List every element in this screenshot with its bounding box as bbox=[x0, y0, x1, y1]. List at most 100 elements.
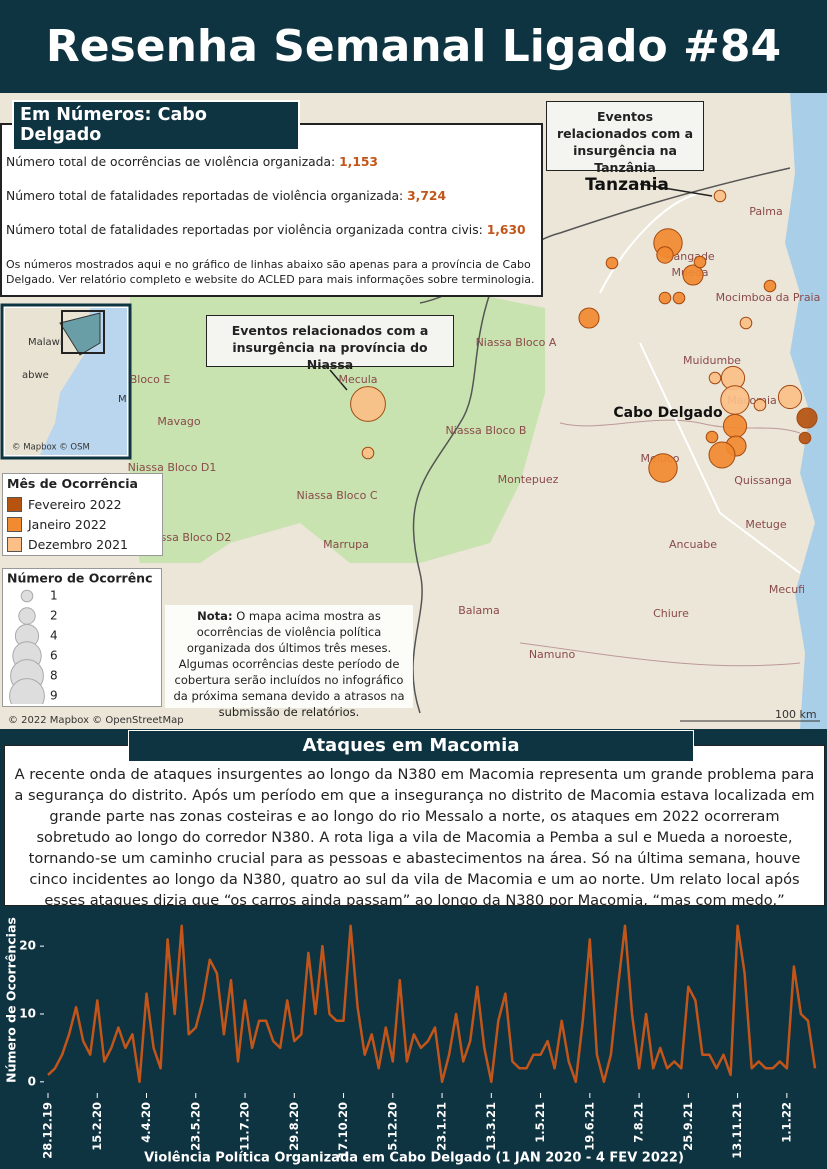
road bbox=[599, 192, 701, 294]
event-bubble bbox=[796, 407, 818, 429]
event-bubble bbox=[361, 446, 375, 460]
legend-item: Dezembro 2021 bbox=[7, 534, 158, 554]
y-tick-label: 0 bbox=[28, 1074, 36, 1088]
x-tick-label: 7.8.21 bbox=[632, 1102, 646, 1143]
event-bubble bbox=[722, 413, 748, 439]
legend-title: Número de Ocorrências bbox=[7, 571, 153, 586]
stat-label: Número total de ocorrências de violência… bbox=[6, 155, 336, 169]
place-label: Niassa Bloco B bbox=[446, 424, 527, 437]
x-tick-label: 19.6.21 bbox=[582, 1102, 596, 1151]
place-label: Quissanga bbox=[734, 474, 792, 487]
article-body: A recente onda de ataques insurgentes ao… bbox=[4, 745, 825, 909]
road bbox=[639, 342, 801, 574]
place-label: Bloco E bbox=[130, 373, 171, 386]
x-tick-label: 5.12.20 bbox=[385, 1102, 399, 1151]
event-bubble bbox=[605, 256, 619, 270]
event-bubble bbox=[753, 398, 767, 412]
event-bubble bbox=[713, 189, 727, 203]
size-legend-marks: Número de Ocorrências 1 2 4 6 8 9 bbox=[7, 571, 153, 704]
inset-label: abwe bbox=[22, 370, 49, 381]
event-bubble bbox=[763, 279, 777, 293]
event-bubble bbox=[739, 316, 753, 330]
note-text: O mapa acima mostra as ocorrências de vi… bbox=[173, 609, 405, 719]
article-title: Ataques em Macomia bbox=[128, 730, 694, 762]
border bbox=[412, 292, 491, 714]
legend-title: Mês de Ocorrência bbox=[7, 476, 138, 491]
map-note: Nota: O mapa acima mostra as ocorrências… bbox=[165, 605, 413, 719]
event-bubble bbox=[720, 385, 750, 415]
legend-swatch bbox=[7, 496, 22, 512]
place-label: Marrupa bbox=[323, 538, 369, 551]
stats-footnote: Os números mostrados aqui e no gráfico d… bbox=[6, 258, 535, 286]
x-tick-label: 1.1.22 bbox=[779, 1102, 793, 1143]
legend-label: Dezembro 2021 bbox=[28, 536, 128, 552]
legend-size-label: 1 bbox=[50, 589, 58, 603]
y-axis-title: Número de Ocorrências bbox=[4, 917, 19, 1083]
place-label: Muidumbe bbox=[683, 354, 741, 367]
line-series bbox=[47, 924, 817, 1084]
place-label: Mecula bbox=[338, 373, 377, 386]
callout: Eventos relacionados com a insurgência n… bbox=[206, 315, 454, 372]
y-tick-label: 10 bbox=[19, 1006, 36, 1020]
place-label: Mocimboa da Praia bbox=[716, 291, 821, 304]
x-tick-label: 13.3.21 bbox=[484, 1102, 498, 1151]
attribution: © 2022 Mapbox © OpenStreetMap bbox=[8, 715, 184, 726]
stat-value: 1,630 bbox=[486, 223, 526, 237]
inset-label: Malawi bbox=[28, 337, 63, 348]
legend-label: Fevereiro 2022 bbox=[28, 496, 122, 512]
event-bubble bbox=[777, 384, 803, 410]
size-legend: Número de Ocorrências 1 2 4 6 8 9 bbox=[2, 568, 162, 707]
legend-size-circle bbox=[9, 678, 45, 704]
event-bubble bbox=[682, 264, 704, 286]
place-label: Namuno bbox=[529, 648, 576, 661]
event-bubble bbox=[578, 307, 600, 329]
legend-size-circle bbox=[20, 589, 34, 603]
event-bubble bbox=[350, 386, 386, 422]
stat-label: Número total de fatalidades reportadas d… bbox=[6, 189, 404, 203]
legend-swatch bbox=[7, 516, 22, 532]
legend-size-label: 6 bbox=[50, 649, 58, 663]
event-bubble bbox=[708, 441, 736, 469]
event-bubble bbox=[658, 291, 672, 305]
stat-line: Número total de fatalidades reportadas d… bbox=[6, 189, 537, 203]
legend-size-label: 4 bbox=[50, 629, 58, 643]
month-legend: Mês de Ocorrência Fevereiro 2022 Janeiro 2… bbox=[2, 473, 163, 556]
event-bubble bbox=[693, 255, 707, 269]
place-label: Ancuabe bbox=[669, 538, 717, 551]
stats-title: Em Números: Cabo Delgado bbox=[20, 105, 207, 145]
x-tick-label: 23.5.20 bbox=[188, 1102, 202, 1151]
place-label: Metuge bbox=[745, 518, 787, 531]
inset-land bbox=[5, 308, 90, 455]
legend-swatch bbox=[7, 536, 22, 552]
place-label: Cabo Delgado bbox=[613, 405, 723, 421]
legend-label: Janeiro 2022 bbox=[28, 516, 107, 532]
stats-title-box: Em Números: Cabo Delgado 1 Outubro 2017 … bbox=[12, 100, 300, 163]
event-bubble bbox=[798, 431, 812, 445]
x-tick-label: 25.9.21 bbox=[681, 1102, 695, 1151]
place-label: Montepuez bbox=[498, 473, 559, 486]
ocean bbox=[785, 93, 827, 729]
callout-arrow bbox=[639, 183, 713, 197]
x-axis-title: Violência Política Organizada em Cabo De… bbox=[144, 1151, 684, 1166]
place-label: Chiure bbox=[653, 607, 689, 620]
place-label: Balama bbox=[458, 604, 500, 617]
stat-value: 1,153 bbox=[339, 155, 378, 169]
stats-period: 1 Outubro 2017 - 4 Fevereiro 2022 bbox=[20, 147, 283, 163]
inset-province bbox=[59, 312, 101, 356]
place-label: Niassa Bloco D1 bbox=[128, 461, 217, 474]
legend-size-circle bbox=[18, 607, 36, 625]
x-tick-label: 4.4.20 bbox=[139, 1102, 153, 1143]
event-bubble bbox=[672, 291, 686, 305]
stat-line: Número total de fatalidades reportadas p… bbox=[6, 223, 537, 237]
place-label: Palma bbox=[749, 205, 782, 218]
x-tick-label: 15.2.20 bbox=[90, 1102, 104, 1151]
x-tick-label: 28.12.19 bbox=[41, 1102, 55, 1159]
x-tick-label: 17.10.20 bbox=[336, 1102, 350, 1159]
note-label: Nota: bbox=[197, 609, 233, 623]
inset-credit: © Mapbox © OSM bbox=[12, 443, 90, 453]
place-label: Niassa Bloco C bbox=[296, 489, 377, 502]
stat-line: Número total de ocorrências de violência… bbox=[6, 155, 537, 169]
stat-label: Número total de fatalidades reportadas p… bbox=[6, 223, 483, 237]
inset-frame bbox=[61, 310, 105, 354]
